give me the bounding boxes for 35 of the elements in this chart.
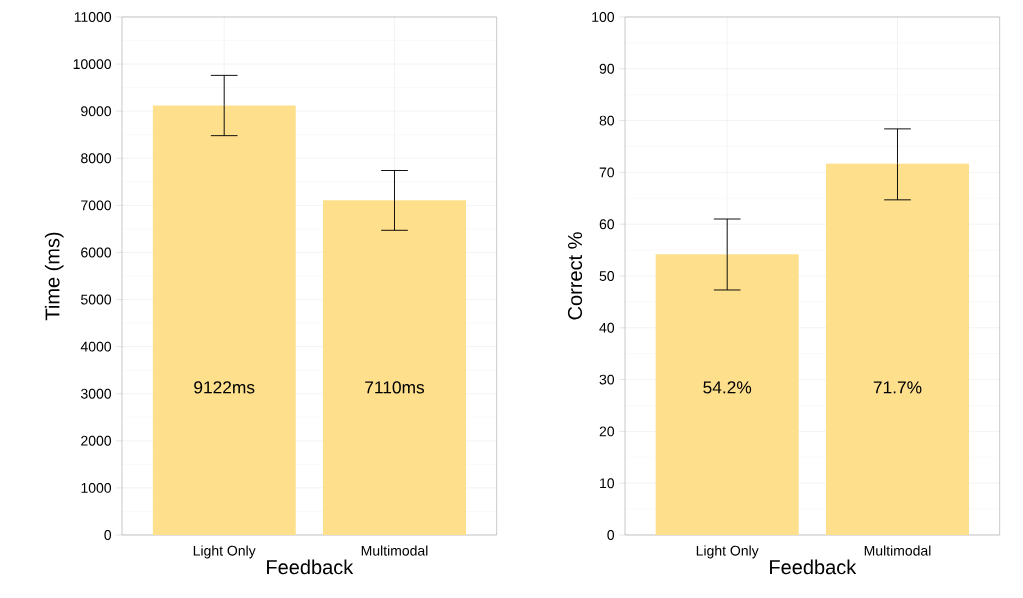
y-tick-label: 30 — [599, 374, 615, 385]
x-tick-label: Multimodal — [361, 545, 428, 556]
y-tick-label: 3000 — [80, 388, 112, 399]
y-tick-label: 7000 — [81, 200, 112, 211]
y-tick-label: 6000 — [81, 247, 112, 258]
y-tick-label: 0 — [104, 530, 112, 540]
data-label: 9122ms — [194, 381, 255, 394]
y-tick-label: 60 — [599, 219, 615, 230]
y-tick-label: 5000 — [81, 294, 112, 305]
x-tick-label: Light Only — [193, 545, 256, 559]
y-tick-label: 8000 — [81, 153, 112, 164]
x-tick-label: Multimodal — [864, 545, 931, 556]
data-label: 71.7% — [873, 381, 922, 394]
y-axis-title: Time (ms) — [44, 232, 64, 321]
y-tick-label: 2000 — [81, 435, 112, 446]
y-tick-label: 10 — [600, 478, 615, 489]
data-label: 54.2% — [703, 381, 752, 394]
x-tick-label: Light Only — [696, 545, 759, 559]
y-tick-label: 40 — [599, 322, 615, 333]
y-tick-label: 100 — [592, 12, 615, 22]
y-tick-label: 20 — [599, 426, 615, 437]
y-tick-label: 70 — [599, 167, 615, 178]
y-tick-label: 9000 — [81, 106, 112, 117]
y-tick-label: 50 — [599, 271, 615, 281]
data-label: 7110ms — [365, 381, 425, 394]
y-tick-label: 90 — [599, 63, 615, 74]
x-axis-title: Feedback — [267, 559, 354, 575]
y-tick-label: 11000 — [74, 12, 112, 22]
y-tick-label: 4000 — [80, 341, 112, 352]
y-axis-title: Correct % — [567, 232, 583, 320]
x-axis-title: Feedback — [770, 559, 857, 575]
y-tick-label: 80 — [599, 115, 615, 126]
y-tick-label: 0 — [607, 530, 615, 540]
y-tick-label: 10000 — [73, 59, 112, 70]
y-tick-label: 1000 — [81, 482, 112, 493]
